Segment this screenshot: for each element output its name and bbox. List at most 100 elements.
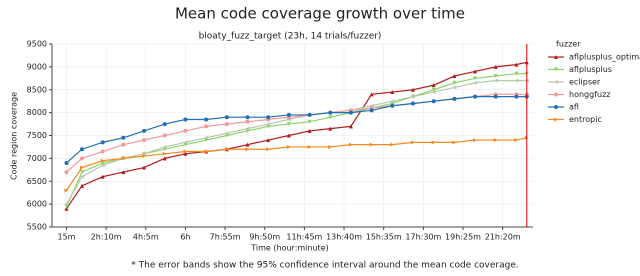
data-point [473,80,478,85]
data-point [431,83,436,88]
x-tick-label: 15h:35m [366,233,402,242]
data-point [183,128,188,133]
data-point [245,147,250,152]
data-point [286,144,291,149]
data-point [328,115,333,120]
y-axis-label: Code region coverage [10,92,19,180]
x-tick-label: 17h:30m [405,233,441,242]
data-point [100,163,105,168]
data-point [452,85,457,90]
data-point [204,149,209,154]
y-tick-label: 7000 [27,154,47,163]
x-tick-label: 21h:20m [485,233,521,242]
data-point [121,142,126,147]
data-point [266,138,271,143]
series-line [65,61,527,210]
data-point [224,115,229,120]
data-point [328,126,333,131]
data-point [411,101,416,106]
legend-label: honggfuzz [569,90,610,99]
data-point [452,140,457,145]
series-line [65,80,527,205]
data-point [142,165,147,170]
data-point [452,80,457,85]
data-point [452,96,457,101]
y-tick-label: 6000 [27,200,47,209]
legend-label: entropic [569,115,602,124]
legend-marker [554,67,558,72]
legend-label: afl [569,103,579,112]
data-point [100,174,105,179]
y-tick-label: 8000 [27,108,47,117]
data-point [183,149,188,154]
y-tick-label: 8500 [27,85,47,94]
data-point [431,140,436,145]
data-point [79,183,84,188]
data-point [431,99,436,104]
x-tick-label: 4h:5m [133,233,159,242]
data-point [162,156,167,161]
data-point [162,151,167,156]
data-point [183,117,188,122]
data-point [369,142,374,147]
data-point [493,74,498,79]
x-tick-label: 2h:10m [91,233,122,242]
data-point [493,64,498,69]
x-tick-label: 19h:25m [445,233,481,242]
data-point [79,165,84,170]
data-point [266,147,271,152]
data-point [204,135,209,140]
chart-title: Mean code coverage growth over time [175,5,465,23]
x-tick-label: 7h:55m [210,233,241,242]
data-point [266,122,271,127]
x-axis-label: Time (hour:minute) [250,244,328,253]
data-point [348,124,353,129]
y-tick-label: 9000 [27,62,47,71]
x-tick-label: 9h:50m [249,233,280,242]
data-point [411,87,416,92]
legend-marker [554,105,558,109]
series-line [65,137,527,191]
data-point [64,188,69,193]
data-point [286,133,291,138]
data-point [142,151,147,156]
data-point [473,69,478,74]
legend-marker [554,117,558,122]
data-point [452,74,457,79]
data-point [183,151,188,156]
data-point [493,94,498,99]
data-point [224,131,229,136]
data-point [307,128,312,133]
data-point [100,140,105,145]
data-point [390,103,395,108]
data-point [64,206,69,211]
legend-label: aflplusplus_optimal [569,53,640,62]
legend-marker [554,80,558,84]
y-tick-label: 9500 [27,40,47,49]
data-point [204,117,209,122]
data-point [64,160,69,165]
data-point [514,62,519,67]
data-point [328,144,333,149]
chart-subtitle: bloaty_fuzz_target (23h, 14 trials/fuzze… [199,32,382,42]
data-point [369,92,374,97]
data-point [514,78,519,83]
data-point [224,122,229,127]
legend-title: fuzzer [556,40,581,49]
legend-marker [554,92,558,97]
data-point [411,94,416,99]
data-point [204,124,209,129]
data-point [79,147,84,152]
data-point [79,170,84,175]
data-point [390,142,395,147]
data-point [348,110,353,115]
data-point [493,78,498,83]
data-point [245,115,250,120]
data-point [121,170,126,175]
data-point [473,76,478,81]
data-point [307,119,312,124]
data-point [142,154,147,159]
data-point [286,112,291,117]
data-point [121,156,126,161]
